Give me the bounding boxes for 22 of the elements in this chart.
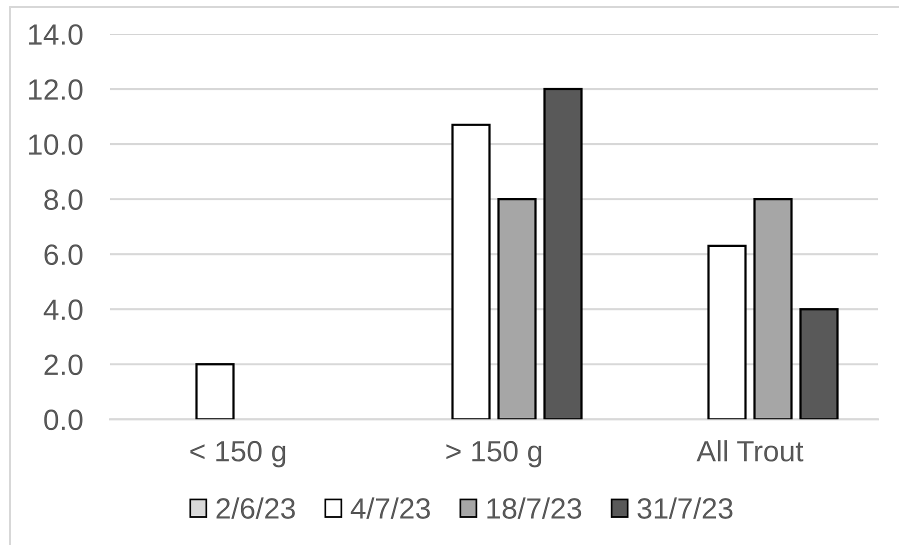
y-tick-label: 2.0 bbox=[44, 354, 82, 376]
y-tick-label: 0.0 bbox=[44, 410, 82, 430]
x-tick-label: < 150 g bbox=[190, 440, 286, 468]
y-tick-label: 12.0 bbox=[29, 79, 82, 100]
y-tick-label: 8.0 bbox=[44, 189, 82, 210]
bar bbox=[707, 244, 747, 420]
y-tick-label: 6.0 bbox=[44, 244, 82, 266]
legend-label: 31/7/23 bbox=[638, 497, 732, 519]
x-tick-label: All Trout bbox=[696, 440, 804, 462]
y-tick-label: 10.0 bbox=[29, 134, 82, 155]
legend-label: 2/6/23 bbox=[216, 497, 295, 519]
legend-label: 18/7/23 bbox=[487, 497, 582, 519]
bar bbox=[497, 198, 537, 420]
bar bbox=[451, 124, 491, 420]
bar bbox=[799, 308, 839, 420]
bar bbox=[195, 363, 235, 420]
y-tick-label: 14.0 bbox=[29, 24, 82, 45]
legend-label: 4/7/23 bbox=[350, 497, 430, 519]
x-tick-label: > 150 g bbox=[446, 440, 542, 468]
bar bbox=[543, 88, 583, 420]
y-tick-label: 4.0 bbox=[44, 299, 82, 320]
bar bbox=[753, 198, 793, 420]
